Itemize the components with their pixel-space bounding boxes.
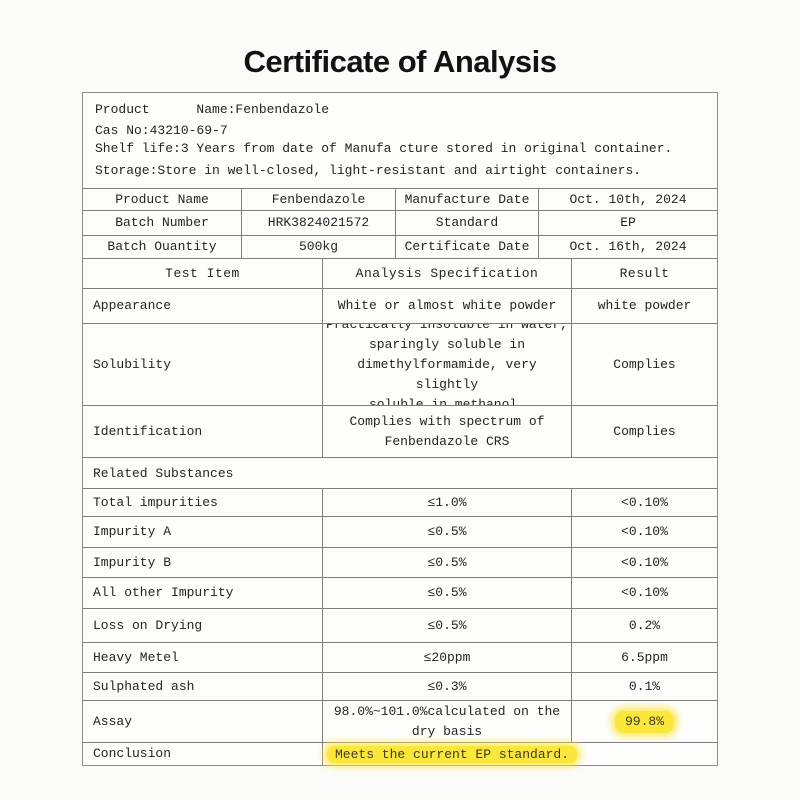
info-label: Certificate Date <box>395 236 538 258</box>
table-row: Sulphated ash ≤0.3% 0.1% <box>83 672 717 700</box>
info-value: 500kg <box>241 236 395 258</box>
result-cell: <0.10% <box>571 548 717 577</box>
table-row: Product Name Fenbendazole Manufacture Da… <box>83 188 717 210</box>
result-cell: white powder <box>571 289 717 323</box>
spec-cell: ≤0.5% <box>322 548 571 577</box>
spec-cell: ≤0.3% <box>322 673 571 700</box>
column-header-test-item: Test Item <box>165 265 240 281</box>
certificate-table: Product Name:Fenbendazole Cas No:43210-6… <box>82 92 718 766</box>
result-cell: Complies <box>571 406 717 457</box>
table-row: Batch Ouantity 500kg Certificate Date Oc… <box>83 235 717 258</box>
test-item-cell: Total impurities <box>93 494 218 510</box>
storage-line: Storage:Store in well-closed, light-resi… <box>95 163 642 178</box>
test-item-cell: Appearance <box>93 298 172 313</box>
result-cell: 0.2% <box>571 609 717 642</box>
highlighted-assay-result: 99.8% <box>614 710 674 733</box>
test-item-cell: Heavy Metel <box>93 649 179 665</box>
table-row: Impurity B ≤0.5% <0.10% <box>83 547 717 577</box>
info-label: Product Name <box>115 191 209 207</box>
table-row: Loss on Drying ≤0.5% 0.2% <box>83 608 717 642</box>
table-row: All other Impurity ≤0.5% <0.10% <box>83 577 717 608</box>
table-header-row: Test Item Analysis Specification Result <box>83 258 717 288</box>
info-label: Manufacture Date <box>395 189 538 210</box>
highlighted-conclusion: Meets the current EP standard. <box>327 745 578 763</box>
spec-cell: 98.0%~101.0%calculated on the dry basis <box>322 701 571 742</box>
spec-cell: White or almost white powder <box>322 289 571 323</box>
table-row: Total impurities ≤1.0% <0.10% <box>83 488 717 516</box>
spec-cell: ≤0.5% <box>322 517 571 547</box>
result-cell: 6.5ppm <box>571 643 717 672</box>
test-item-cell: Solubility <box>93 356 172 372</box>
shelf-life-line: Shelf life:3 Years from date of Manufa c… <box>95 141 673 156</box>
spec-cell: Practically insoluble in water, sparingl… <box>322 324 571 405</box>
spec-cell: ≤0.5% <box>322 609 571 642</box>
info-value: HRK3824021572 <box>241 211 395 235</box>
info-value: Oct. 10th, 2024 <box>538 189 717 210</box>
table-row: Identification Complies with spectrum of… <box>83 405 717 457</box>
test-item-cell: Sulphated ash <box>93 678 195 694</box>
info-value: Fenbendazole <box>241 189 395 210</box>
spec-cell: ≤1.0% <box>322 489 571 516</box>
spec-cell: ≤20ppm <box>322 643 571 672</box>
test-item-cell: Impurity B <box>93 554 172 570</box>
column-header-result: Result <box>571 259 717 288</box>
result-cell: 0.1% <box>571 673 717 700</box>
page-title: Certificate of Analysis <box>243 44 557 79</box>
conclusion-label: Conclusion <box>93 746 172 761</box>
info-label: Standard <box>395 211 538 235</box>
info-label: Batch Number <box>115 215 209 230</box>
spec-cell: ≤0.5% <box>322 578 571 608</box>
test-item-cell: Identification <box>93 423 203 439</box>
spec-cell: Complies with spectrum of Fenbendazole C… <box>322 406 571 457</box>
test-item-cell: Assay <box>93 713 133 729</box>
table-row: Solubility Practically insoluble in wate… <box>83 323 717 405</box>
product-header-block: Product Name:Fenbendazole Cas No:43210-6… <box>83 93 717 188</box>
section-header-row: Related Substances <box>83 457 717 488</box>
result-cell: <0.10% <box>571 489 717 516</box>
test-item-cell: Impurity A <box>93 524 172 539</box>
table-row: Appearance White or almost white powder … <box>83 288 717 323</box>
column-header-analysis-specification: Analysis Specification <box>322 259 571 288</box>
test-item-cell: Loss on Drying <box>93 617 203 633</box>
result-cell: <0.10% <box>571 578 717 608</box>
conclusion-row: Conclusion Meets the current EP standard… <box>83 742 717 765</box>
info-label: Batch Ouantity <box>107 239 217 254</box>
result-cell: <0.10% <box>571 517 717 547</box>
info-value: Oct. 16th, 2024 <box>538 236 717 258</box>
info-value: EP <box>538 211 717 235</box>
section-header-related-substances: Related Substances <box>93 465 234 481</box>
table-row-assay: Assay 98.0%~101.0%calculated on the dry … <box>83 700 717 742</box>
result-cell: Complies <box>571 324 717 405</box>
product-name-line: Product Name:Fenbendazole <box>95 102 330 117</box>
result-cell: 99.8% <box>571 701 717 742</box>
table-row: Heavy Metel ≤20ppm 6.5ppm <box>83 642 717 672</box>
table-row: Batch Number HRK3824021572 Standard EP <box>83 210 717 235</box>
cas-number-line: Cas No:43210-69-7 <box>95 123 228 138</box>
test-item-cell: All other Impurity <box>93 585 234 600</box>
table-row: Impurity A ≤0.5% <0.10% <box>83 516 717 547</box>
conclusion-value-cell: Meets the current EP standard. <box>322 743 717 765</box>
